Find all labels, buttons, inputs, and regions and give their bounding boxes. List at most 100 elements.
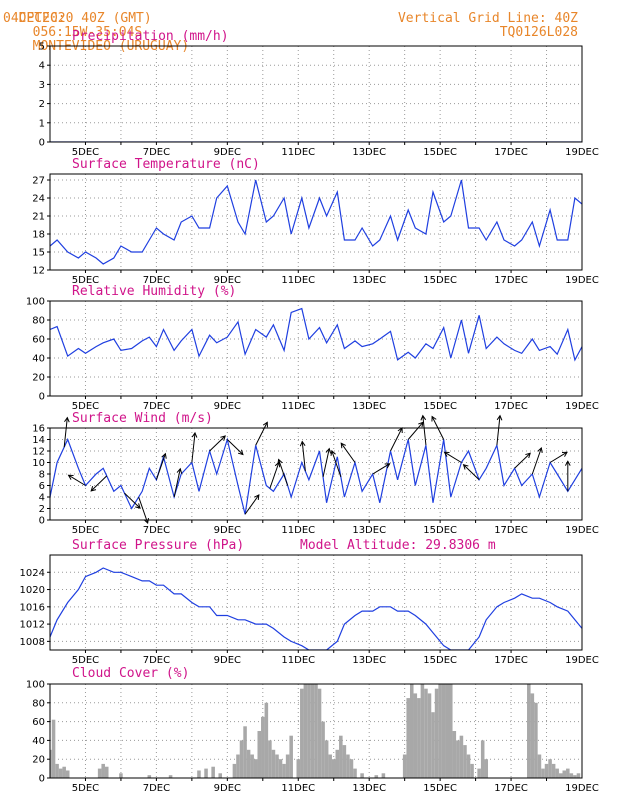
x-tick-label: 9DEC (214, 655, 241, 666)
cloud-bar (417, 698, 421, 778)
panel-title: Cloud Cover (%) (72, 666, 189, 681)
cloud-bar (65, 770, 70, 778)
y-tick-label: 3 (39, 80, 45, 91)
x-tick-label: 5DEC (72, 655, 99, 666)
y-tick-label: 80 (32, 316, 45, 327)
y-tick-label: 1020 (20, 585, 45, 596)
y-tick-label: 12 (32, 447, 45, 458)
cloud-bar (555, 768, 559, 778)
cloud-bar (544, 763, 549, 778)
x-tick-label: 7DEC (143, 525, 170, 536)
cloud-bar (278, 759, 283, 778)
wind-arrow-shaft (173, 468, 181, 498)
y-tick-label: 1012 (20, 620, 45, 631)
cloud-bar (335, 749, 340, 778)
y-tick-label: 2 (39, 504, 45, 515)
x-tick-label: 17DEC (494, 783, 528, 794)
panel-frame (49, 683, 583, 779)
x-tick-label: 7DEC (143, 783, 170, 794)
cloud-bar (97, 768, 102, 778)
cloud-bar (424, 688, 428, 778)
x-tick-label: 9DEC (214, 783, 241, 794)
cloud-bar (324, 740, 329, 778)
cloud-bar (296, 759, 301, 778)
wind-arrow-shaft (463, 464, 480, 481)
wind-arrow-head (330, 449, 336, 456)
wind-arrow-shaft (549, 451, 568, 463)
cloud-bar (307, 684, 311, 778)
cloud-bar (268, 740, 272, 778)
cloud-bar (204, 768, 208, 778)
cloud-bar (271, 749, 276, 778)
wind-arrow-shaft (278, 459, 289, 486)
panel-title: Precipitation (mm/h) (72, 29, 229, 44)
y-tick-label: 14 (32, 435, 45, 446)
wind-arrow-shaft (155, 453, 166, 480)
wind-arrow-head (325, 447, 332, 454)
x-tick-label: 19DEC (565, 783, 599, 794)
cloud-bar (104, 766, 109, 778)
cloud-bar (569, 773, 574, 778)
cloud-bar (275, 754, 279, 778)
cloud-bar (409, 684, 414, 778)
x-tick-label: 15DEC (423, 783, 457, 794)
series-line (50, 179, 582, 265)
y-tick-label: 0 (39, 774, 45, 785)
y-tick-label: 0 (39, 516, 45, 527)
cloud-bar (314, 684, 318, 778)
cloud-bar (402, 754, 407, 778)
cloud-bar (246, 749, 251, 778)
wind-arrow-shaft (496, 415, 501, 446)
series-line (50, 437, 582, 515)
x-tick-label: 19DEC (565, 525, 599, 536)
wind-arrow-head (161, 452, 167, 459)
wind-arrow-head (384, 463, 391, 469)
panel-frame (49, 173, 583, 271)
wind-arrow-shaft (331, 450, 342, 478)
wind-arrow-head (431, 415, 437, 422)
wind-arrow-shaft (301, 441, 306, 472)
x-tick-label: 15DEC (423, 147, 457, 158)
y-tick-label: 40 (32, 354, 45, 365)
cloud-bar (420, 684, 425, 778)
y-tick-label: 40 (32, 736, 45, 747)
cloud-bar (236, 754, 240, 778)
cloud-bar (452, 731, 457, 778)
panel-frame (49, 300, 583, 397)
y-tick-label: 80 (32, 698, 45, 709)
wind-arrow-head (262, 421, 268, 428)
cloud-bar (310, 684, 315, 778)
x-tick-label: 19DEC (565, 655, 599, 666)
x-tick-label: 13DEC (352, 783, 386, 794)
cloud-bar (346, 754, 350, 778)
y-tick-label: 8 (39, 470, 45, 481)
x-tick-label: 17DEC (494, 525, 528, 536)
y-tick-label: 1016 (20, 602, 45, 613)
x-tick-label: 11DEC (281, 783, 315, 794)
x-tick-label: 5DEC (72, 783, 99, 794)
cloud-bar (197, 770, 201, 778)
wind-arrow-head (420, 414, 427, 421)
wind-arrow-shaft (407, 421, 424, 440)
cloud-bar (438, 684, 442, 778)
cloud-bar (548, 759, 552, 778)
x-tick-label: 9DEC (214, 147, 241, 158)
grid-note-label: Vertical Grid Line: 40Z (397, 11, 578, 26)
y-tick-label: 24 (32, 194, 45, 205)
wind-arrow-shaft (444, 451, 462, 463)
cloud-bar (353, 768, 357, 778)
cloud-bar (360, 773, 364, 778)
cloud-bar (456, 740, 460, 778)
x-tick-label: 9DEC (214, 275, 241, 286)
wind-arrow-head (418, 421, 424, 428)
y-tick-label: 60 (32, 335, 45, 346)
x-tick-label: 7DEC (143, 275, 170, 286)
y-tick-label: 1 (39, 118, 45, 129)
y-tick-label: 4 (39, 493, 45, 504)
cloud-bar (562, 770, 567, 778)
cloud-bar (285, 754, 290, 778)
y-tick-label: 21 (32, 212, 45, 223)
y-tick-label: 6 (39, 481, 45, 492)
x-tick-label: 17DEC (494, 275, 528, 286)
wind-arrow-shaft (138, 496, 149, 524)
